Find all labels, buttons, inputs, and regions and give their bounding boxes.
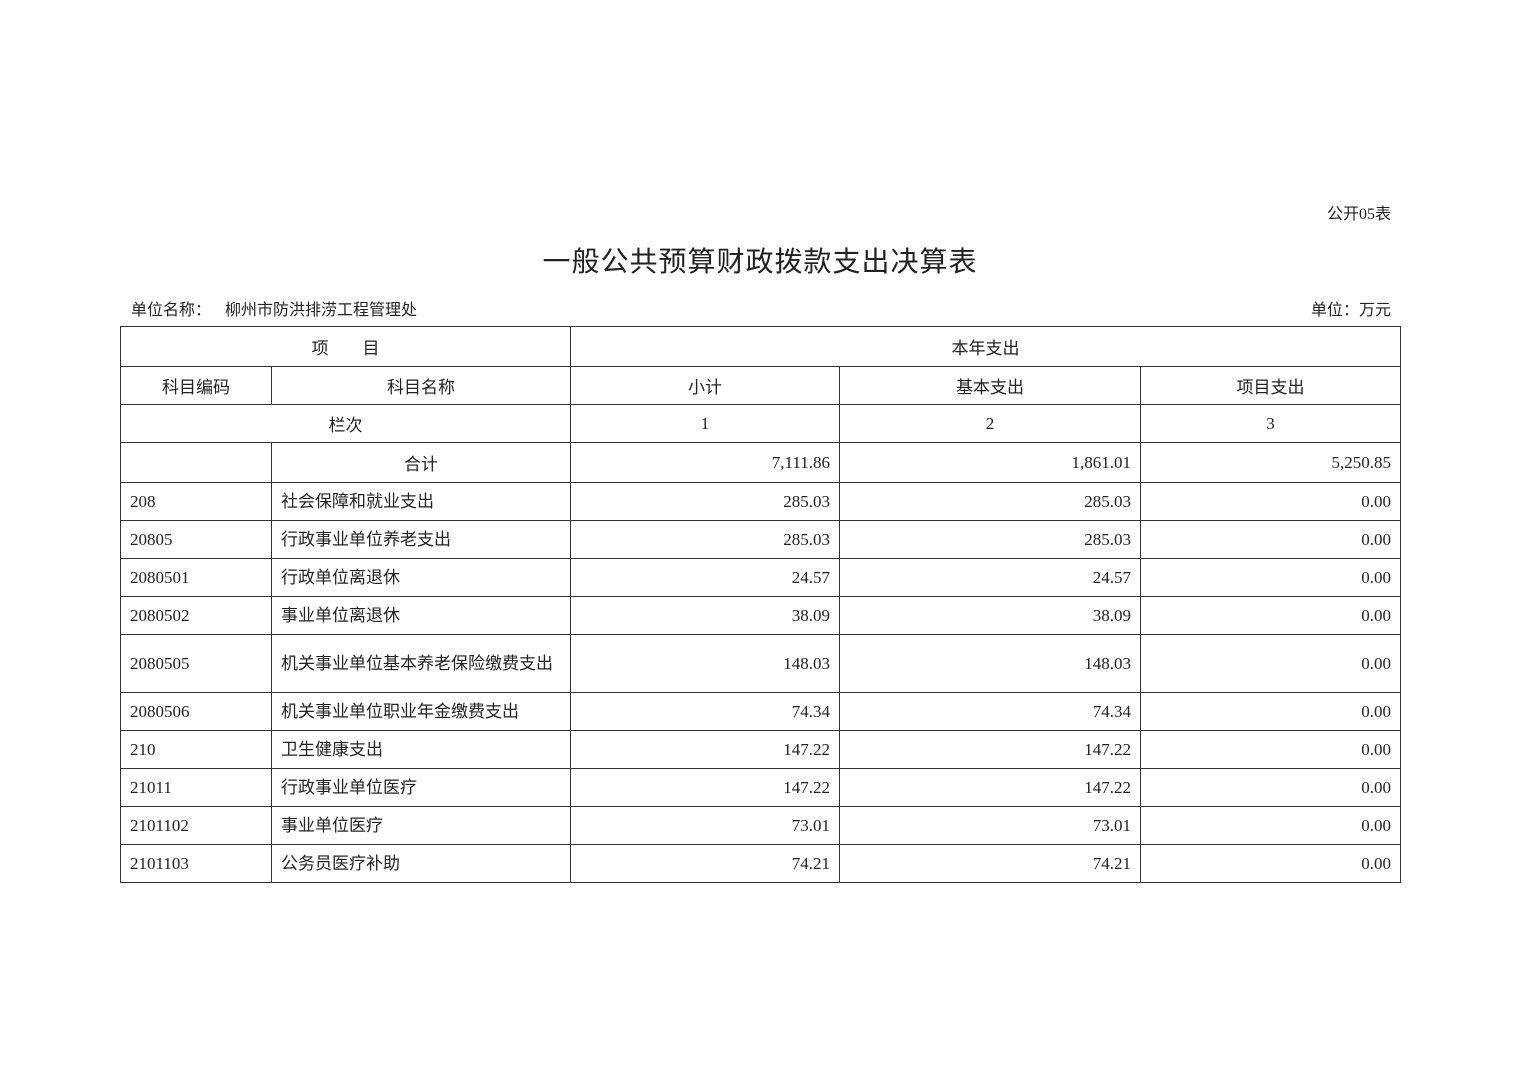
cell-name: 事业单位医疗	[271, 806, 571, 845]
table-row: 210 卫生健康支出 147.22 147.22 0.00	[120, 730, 1401, 769]
cell-project: 0.00	[1140, 558, 1401, 597]
cell-project: 0.00	[1140, 634, 1401, 693]
table-row: 208 社会保障和就业支出 285.03 285.03 0.00	[120, 482, 1401, 521]
cell-project: 0.00	[1140, 806, 1401, 845]
cell-code: 2101102	[120, 806, 272, 845]
cell-name: 卫生健康支出	[271, 730, 571, 769]
cell-subtotal: 285.03	[570, 482, 840, 521]
form-number: 公开05表	[1326, 206, 1391, 223]
cell-subtotal: 285.03	[570, 520, 840, 559]
table-row: 2101102 事业单位医疗 73.01 73.01 0.00	[120, 806, 1401, 845]
header-item: 项 目	[120, 326, 571, 367]
cell-name: 行政事业单位养老支出	[271, 520, 571, 559]
cell-subtotal: 148.03	[570, 634, 840, 693]
header-name: 科目名称	[271, 366, 571, 405]
cell-basic: 148.03	[839, 634, 1141, 693]
cell-subtotal: 24.57	[570, 558, 840, 597]
cell-project: 0.00	[1140, 520, 1401, 559]
cell-subtotal: 73.01	[570, 806, 840, 845]
cell-code: 20805	[120, 520, 272, 559]
cell-basic: 73.01	[839, 806, 1141, 845]
cell-project: 0.00	[1140, 692, 1401, 731]
unit-name-label: 单位名称：	[131, 302, 212, 319]
col-3: 3	[1140, 404, 1401, 443]
cell-name: 事业单位离退休	[271, 596, 571, 635]
col-1: 1	[570, 404, 840, 443]
header-code: 科目编码	[120, 366, 272, 405]
currency-unit: 单位：万元	[1310, 302, 1391, 319]
cell-basic: 74.21	[839, 844, 1141, 883]
cell-name: 机关事业单位基本养老保险缴费支出	[271, 634, 571, 693]
cell-code: 2080501	[120, 558, 272, 597]
cell-basic: 147.22	[839, 730, 1141, 769]
total-row: 合计 7,111.86 1,861.01 5,250.85	[120, 442, 1401, 483]
cell-basic: 285.03	[839, 520, 1141, 559]
cell-subtotal: 74.34	[570, 692, 840, 731]
cell-code: 208	[120, 482, 272, 521]
header-project: 项目支出	[1140, 366, 1401, 405]
unit-name: 单位名称： 柳州市防洪排涝工程管理处	[131, 296, 417, 320]
cell-name: 公务员医疗补助	[271, 844, 571, 883]
cell-code: 2101103	[120, 844, 272, 883]
total-basic: 1,861.01	[839, 442, 1141, 483]
table-row: 2080506 机关事业单位职业年金缴费支出 74.34 74.34 0.00	[120, 692, 1401, 731]
header-subtotal: 小计	[570, 366, 840, 405]
table-row: 20805 行政事业单位养老支出 285.03 285.03 0.00	[120, 520, 1401, 559]
cell-name: 机关事业单位职业年金缴费支出	[271, 692, 571, 731]
header-basic: 基本支出	[839, 366, 1141, 405]
page-title: 一般公共预算财政拨款支出决算表	[542, 247, 978, 278]
unit-name-value: 柳州市防洪排涝工程管理处	[225, 302, 418, 319]
cell-code: 210	[120, 730, 272, 769]
cell-basic: 24.57	[839, 558, 1141, 597]
cell-subtotal: 74.21	[570, 844, 840, 883]
cell-project: 0.00	[1140, 482, 1401, 521]
cell-subtotal: 147.22	[570, 768, 840, 807]
cell-project: 0.00	[1140, 596, 1401, 635]
header-current-year: 本年支出	[570, 326, 1401, 367]
cell-code: 2080502	[120, 596, 272, 635]
cell-basic: 38.09	[839, 596, 1141, 635]
table-row: 2080505 机关事业单位基本养老保险缴费支出 148.03 148.03 0.00	[120, 634, 1401, 693]
cell-project: 0.00	[1140, 768, 1401, 807]
table-row: 21011 行政事业单位医疗 147.22 147.22 0.00	[120, 768, 1401, 807]
cell-code: 21011	[120, 768, 272, 807]
cell-name: 社会保障和就业支出	[271, 482, 571, 521]
total-code	[120, 442, 272, 483]
table-row: 2101103 公务员医疗补助 74.21 74.21 0.00	[120, 844, 1401, 883]
cell-basic: 285.03	[839, 482, 1141, 521]
table-row: 2080501 行政单位离退休 24.57 24.57 0.00	[120, 558, 1401, 597]
total-label: 合计	[271, 442, 571, 483]
cell-code: 2080506	[120, 692, 272, 731]
cell-basic: 147.22	[839, 768, 1141, 807]
cell-name: 行政单位离退休	[271, 558, 571, 597]
table-row: 2080502 事业单位离退休 38.09 38.09 0.00	[120, 596, 1401, 635]
header-row-2: 科目编码 科目名称 小计 基本支出 项目支出	[120, 366, 1401, 405]
cell-code: 2080505	[120, 634, 272, 693]
cell-project: 0.00	[1140, 844, 1401, 883]
cell-name: 行政事业单位医疗	[271, 768, 571, 807]
col-2: 2	[839, 404, 1141, 443]
column-label: 栏次	[120, 404, 571, 443]
column-number-row: 栏次 1 2 3	[120, 404, 1401, 443]
cell-subtotal: 147.22	[570, 730, 840, 769]
cell-subtotal: 38.09	[570, 596, 840, 635]
cell-project: 0.00	[1140, 730, 1401, 769]
total-project: 5,250.85	[1140, 442, 1401, 483]
expenditure-table: 项 目 本年支出 科目编码 科目名称 小计 基本支出 项目支出 栏次 1 2 3…	[120, 326, 1401, 883]
header-row-1: 项 目 本年支出	[120, 326, 1401, 367]
total-subtotal: 7,111.86	[570, 442, 840, 483]
cell-basic: 74.34	[839, 692, 1141, 731]
